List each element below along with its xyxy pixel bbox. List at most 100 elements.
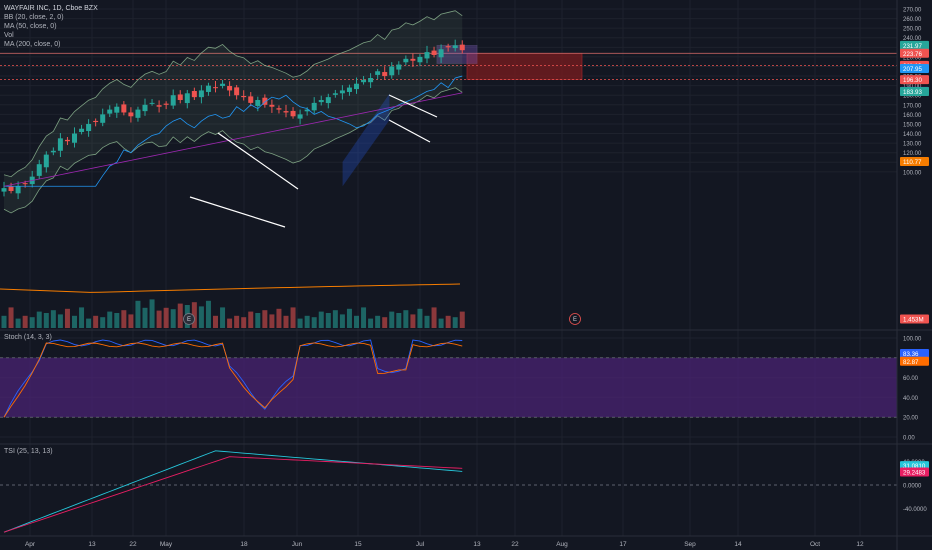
- volume-bar: [29, 317, 35, 328]
- tsi-label-bg: [900, 467, 929, 477]
- legend-ma50[interactable]: MA (50, close, 0): [4, 23, 57, 30]
- price-tick: 260.00: [903, 17, 922, 23]
- legend-vol[interactable]: Vol: [4, 32, 14, 39]
- volume-bar: [198, 306, 204, 328]
- earnings-marker: [183, 313, 195, 325]
- stoch-band-fill: [0, 357, 897, 418]
- trendline-drawings[interactable]: [189, 93, 438, 228]
- symbol-title[interactable]: WAYFAIR INC, 1D, Cboe BZX: [4, 5, 98, 12]
- candle-body: [248, 96, 254, 103]
- candle-body: [121, 104, 127, 113]
- volume-bar: [361, 307, 367, 328]
- volume-bar: [213, 315, 218, 328]
- candle-body: [191, 91, 197, 98]
- price-label: 196.30: [903, 77, 922, 84]
- volume-bar: [403, 310, 409, 328]
- candle-body: [389, 66, 395, 76]
- volume-bar: [36, 311, 42, 328]
- volume-bar: [339, 314, 345, 328]
- candle-body: [177, 94, 183, 101]
- time-tick: Jul: [416, 541, 425, 548]
- candle-body: [276, 108, 282, 110]
- candle-body: [241, 95, 247, 98]
- volume-bar: [459, 311, 465, 328]
- price-label-bg: [900, 75, 929, 85]
- stoch-tick: 0.00: [903, 436, 915, 442]
- tsi-line: [3, 450, 463, 533]
- price-label: 1.453M: [903, 317, 924, 324]
- stoch-tick: 40.00: [903, 396, 919, 402]
- volume-bar: [22, 315, 28, 328]
- legend-stoch[interactable]: Stoch (14, 3, 3): [4, 334, 52, 341]
- candle-body: [50, 150, 56, 153]
- candle-body: [445, 46, 451, 48]
- candle-body: [417, 56, 423, 63]
- volume-bar: [424, 315, 430, 328]
- candle-body: [382, 72, 388, 77]
- candle-body: [459, 44, 465, 51]
- candle-body: [79, 128, 85, 133]
- candle-body: [198, 90, 204, 98]
- legend-ma200[interactable]: MA (200, close, 0): [4, 41, 61, 48]
- volume-bar: [170, 309, 176, 328]
- candle-body: [22, 183, 28, 185]
- volume-bar: [368, 318, 374, 328]
- candle-body: [438, 49, 444, 58]
- volume-bar: [128, 314, 134, 328]
- tsi-label: 31.0810: [903, 463, 926, 470]
- stoch-d-line: [3, 342, 463, 418]
- price-tick: 270.00: [903, 8, 922, 14]
- candle-body: [93, 120, 99, 123]
- price-label: 183.93: [903, 89, 922, 96]
- volume-bar: [311, 317, 317, 328]
- candle-body: [255, 100, 261, 106]
- time-tick: Apr: [25, 541, 36, 548]
- candle-body: [86, 123, 92, 132]
- volume-bar: [241, 317, 247, 328]
- candle-body: [431, 50, 437, 55]
- volume-bar: [410, 314, 416, 328]
- bb-upper: [3, 10, 463, 178]
- volume-bar: [304, 315, 310, 328]
- volume-bar: [205, 300, 211, 328]
- candle-body: [1, 188, 7, 192]
- tsi-label: 29.2483: [903, 470, 926, 477]
- time-axis[interactable]: Apr 13 22 May 18 Jun 15 Jul 13 22 Aug 17 Sep 14 Oct 12: [25, 541, 864, 548]
- earnings-marker: [569, 313, 581, 325]
- volume-bar: [135, 300, 141, 328]
- volume-bar: [290, 307, 296, 328]
- candle-body: [361, 79, 367, 83]
- price-legend: WAYFAIR INC, 1D, Cboe BZX BB (20, close,…: [4, 4, 98, 49]
- candle-body: [149, 102, 155, 104]
- stoch-tick: 20.00: [903, 416, 919, 422]
- time-tick: 22: [511, 541, 519, 548]
- candle-body: [452, 45, 458, 49]
- candle-body: [311, 102, 317, 111]
- trendline: [388, 119, 431, 143]
- price-tick: 240.00: [903, 36, 922, 42]
- stoch-tick: 60.00: [903, 376, 919, 382]
- candle-body: [135, 109, 141, 118]
- volume-bar: [346, 308, 352, 328]
- legend-bb[interactable]: BB (20, close, 2, 0): [4, 14, 64, 21]
- trendline: [189, 196, 286, 228]
- price-tick: 130.00: [903, 142, 922, 148]
- time-tick: 15: [354, 541, 362, 548]
- volume-bar: [332, 310, 338, 328]
- candle-body: [64, 139, 70, 142]
- volume-bar: [43, 313, 49, 328]
- volume-bar: [297, 318, 303, 328]
- volume-bar: [452, 317, 458, 328]
- price-tick: 100.00: [903, 170, 922, 176]
- time-tick: Sep: [684, 541, 696, 548]
- price-axis[interactable]: 270.00260.00250.00240.00230.00220.00210.…: [896, 0, 929, 550]
- candle-body: [205, 85, 211, 92]
- time-tick: Aug: [556, 541, 568, 548]
- volume-bar: [389, 311, 395, 328]
- volume-bar: [248, 311, 254, 328]
- price-tick: 250.00: [903, 27, 922, 33]
- volume-bar: [445, 315, 451, 328]
- legend-tsi[interactable]: TSI (25, 13, 13): [4, 448, 53, 455]
